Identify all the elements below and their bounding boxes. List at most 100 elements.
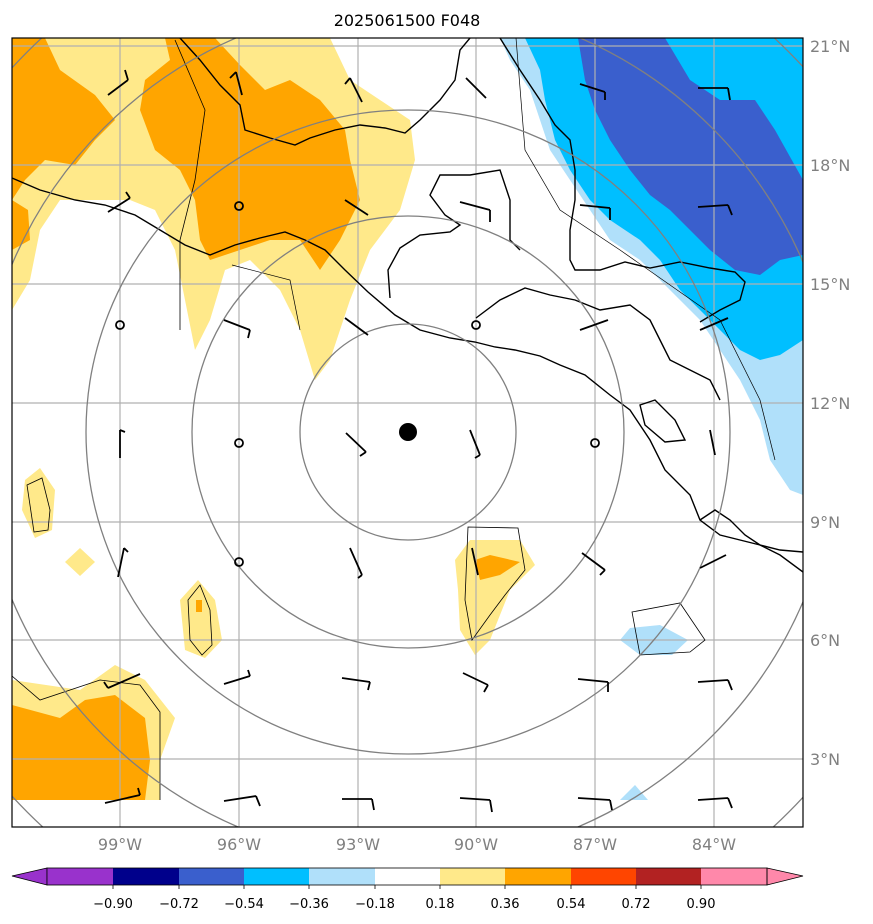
coastlines [12,38,803,573]
colorbar-extend-low [11,867,48,886]
calm-wind-marker [234,438,244,448]
colorbar-segment [179,868,244,885]
coast-yucatan [499,38,746,323]
wind-barb [471,547,479,576]
range-ring-2 [191,215,625,649]
calm-wind-marker [115,320,125,330]
shade-orange-south-cell [475,555,520,580]
contour-south-cell [464,526,526,642]
shade-orange-southwest [12,695,150,800]
wind-barb [699,554,727,569]
wind-barb [581,552,606,576]
wind-barb [119,429,126,458]
colorbar-tick-label: −0.54 [224,897,264,912]
wind-barb [349,547,363,579]
colorbar-extend-high [766,867,804,886]
contour-west-cell [26,477,51,533]
wind-barb [697,797,733,809]
range-ring-3 [85,109,731,755]
contour-central-cell [187,584,213,656]
lon-label: 87°W [573,835,617,854]
lat-label: 21°N [810,37,850,56]
coast-lake-nicaragua [639,399,687,443]
wind-barb [698,87,731,101]
shade-orange-northwest-a [12,38,115,200]
colorbar-segment [636,868,701,885]
colorbar-ticks [112,885,702,889]
range-ring-1 [299,323,517,541]
colorbar-segment [571,868,636,885]
wind-barb [107,191,131,213]
lon-label: 90°W [454,835,498,854]
wind-barb [103,673,141,689]
wind-barb [344,77,363,103]
coast-south-pacific [699,509,803,573]
wind-barb [697,679,733,691]
lon-label: 99°W [98,835,142,854]
wind-barb [223,795,261,807]
calm-wind-marker [590,438,600,448]
shade-orange-northwest-b [12,200,30,250]
map-title: 2025061500 F048 [334,11,481,30]
wind-barb [469,429,481,459]
lon-label: 84°W [692,835,736,854]
border-central-america [475,287,721,401]
wind-barb [341,677,371,691]
shade-yellow-dot [65,548,95,576]
wind-barb [117,547,129,578]
calm-wind-marker [234,201,244,211]
lat-label: 6°N [810,631,840,650]
colorbar-tick-label: 0.18 [426,897,455,912]
wind-barb [344,317,369,336]
colorbar: −0.90 −0.72 −0.54 −0.36 −0.18 0.18 0.36 … [11,867,804,912]
longitude-labels: 99°W 96°W 93°W 90°W 87°W 84°W [98,835,736,854]
wind-barb [579,83,606,100]
wind-barb [459,797,493,813]
boundary-inland-b [515,38,776,461]
wind-barb [459,201,491,222]
colorbar-tick-label: 0.72 [622,897,651,912]
colorbar-segment [113,868,179,885]
shade-yellow-south-cell [455,540,535,655]
lon-label: 93°W [336,835,380,854]
wind-barb [697,204,733,216]
calm-wind-marker [234,557,244,567]
wind-barb [579,319,609,331]
colorbar-frame [46,867,768,886]
contour-southeast-cell [631,602,706,656]
wind-barb [465,77,487,99]
colorbar-tick-label: −0.18 [355,897,395,912]
wind-barb [342,798,375,811]
wind-barb [107,69,129,96]
wind-barb [579,204,611,220]
colorbar-tick-label: 0.90 [687,897,716,912]
colorbar-tick-label: 0.36 [491,897,520,912]
shade-orange-central-dot [196,600,202,612]
lon-label: 96°W [217,835,261,854]
coast-pacific-mexico [12,177,803,553]
shade-yellow-west-cell [22,468,55,538]
map-frame [11,37,804,828]
storm-center-marker [399,423,417,441]
shade-orange-northwest-c [140,38,360,270]
wind-barb [344,199,369,216]
colorbar-segment [701,868,767,885]
wind-barb [223,669,251,685]
thin-boundaries [231,38,776,461]
colorbar-tick-label: −0.36 [289,897,329,912]
calm-wind-marker [471,320,481,330]
wind-barb [699,317,729,331]
wind-barb [462,672,489,693]
lat-label: 3°N [810,750,840,769]
wind-barb [229,71,243,96]
wind-barb [104,787,141,804]
wind-barb [709,429,716,456]
colorbar-segment [47,868,113,885]
latitude-labels: 21°N 18°N 15°N 12°N 9°N 6°N 3°N [810,37,850,769]
graticule [12,38,803,827]
wind-barb [223,319,251,339]
contour-northwest [174,39,206,330]
wind-barb [577,797,613,811]
